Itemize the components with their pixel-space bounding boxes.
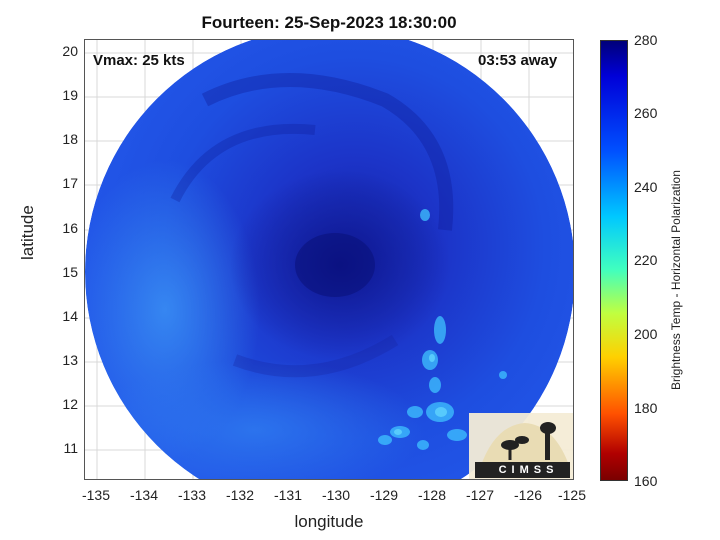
y-tick-label: 16 — [62, 220, 78, 236]
colorbar-tick-label: 180 — [634, 400, 658, 416]
x-axis-label: longitude — [294, 512, 364, 531]
y-axis-label: latitude — [18, 205, 37, 260]
y-tick-label: 14 — [62, 308, 78, 324]
y-tick-label: 13 — [62, 352, 78, 368]
colorbar-label: Brightness Temp - Horizontal Polarizatio… — [669, 170, 683, 390]
x-tick-label: -126 — [513, 487, 543, 503]
y-tick-label: 20 — [62, 43, 78, 59]
x-tick-label: -128 — [417, 487, 447, 503]
colorbar-tick-label: 260 — [634, 105, 658, 121]
satellite-swath-image — [85, 40, 573, 479]
y-tick-label: 12 — [62, 396, 78, 412]
cimss-logo-icon — [469, 413, 573, 479]
microwave-image-panel: CIMSS — [84, 39, 574, 480]
x-tick-label: -132 — [225, 487, 255, 503]
colorbar-tick-label: 200 — [634, 326, 658, 342]
x-tick-label: -131 — [273, 487, 303, 503]
y-tick-label: 11 — [63, 440, 78, 456]
colorbar-tick-label: 280 — [634, 32, 658, 48]
x-tick-label: -125 — [557, 487, 587, 503]
x-tick-label: -135 — [81, 487, 111, 503]
y-tick-label: 17 — [62, 175, 78, 191]
y-tick-label: 18 — [62, 131, 78, 147]
time-away-label: 03:53 away — [478, 52, 558, 69]
colorbar-tick-label: 240 — [634, 179, 658, 195]
y-tick-label: 15 — [62, 264, 78, 280]
colorbar-tick-label: 160 — [634, 473, 658, 489]
x-tick-label: -127 — [465, 487, 495, 503]
x-tick-label: -129 — [369, 487, 399, 503]
vmax-label: Vmax: 25 kts — [93, 52, 185, 69]
x-tick-label: -130 — [321, 487, 351, 503]
colorbar — [600, 40, 628, 481]
x-tick-label: -133 — [177, 487, 207, 503]
x-tick-label: -134 — [129, 487, 159, 503]
page-title: Fourteen: 25-Sep-2023 18:30:00 — [201, 13, 457, 32]
colorbar-tick-label: 220 — [634, 252, 658, 268]
y-tick-label: 19 — [62, 87, 78, 103]
cimss-logo-text: CIMSS — [498, 464, 559, 476]
